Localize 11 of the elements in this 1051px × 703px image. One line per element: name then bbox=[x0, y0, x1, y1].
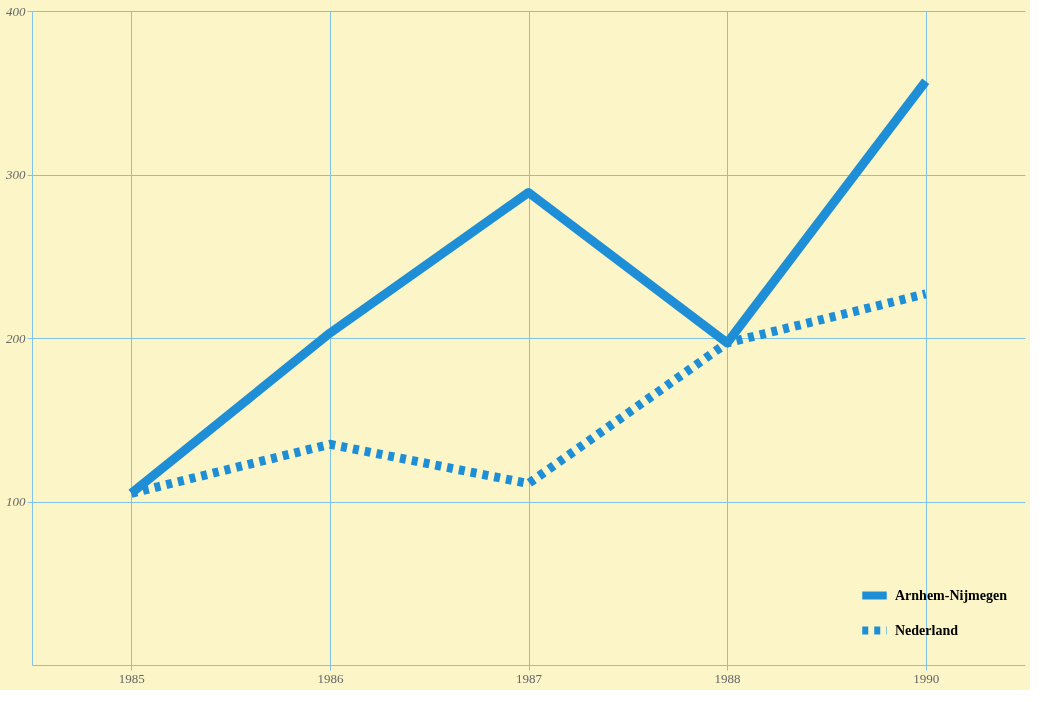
legend-label: Arnhem-Nijmegen bbox=[895, 587, 1008, 603]
y-tick-label: 100 bbox=[6, 494, 26, 509]
x-tick-label: 1990 bbox=[913, 670, 940, 686]
y-tick-label: 400 bbox=[6, 3, 26, 19]
legend-label: Nederland bbox=[895, 622, 959, 638]
x-tick-label: 1988 bbox=[714, 670, 741, 686]
x-tick-label: 1986 bbox=[317, 670, 344, 686]
y-tick-label: 300 bbox=[5, 167, 26, 182]
x-tick-label: 1987 bbox=[516, 670, 543, 686]
x-tick-label: 1985 bbox=[118, 670, 145, 686]
y-tick-label: 200 bbox=[6, 330, 26, 346]
